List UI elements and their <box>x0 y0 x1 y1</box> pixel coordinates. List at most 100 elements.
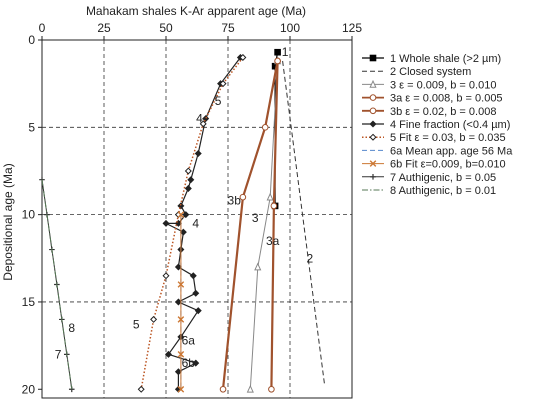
legend-label-s3: 3 ε = 0.009, b = 0.010 <box>390 79 496 91</box>
legend-label-s5: 5 Fit ε = 0.03, b = 0.035 <box>390 132 506 144</box>
data-point-s5 <box>184 167 192 175</box>
data-point-s3b <box>274 57 281 65</box>
series-s2 <box>282 60 326 386</box>
series-line-s3 <box>249 60 279 390</box>
legend-marker-s5 <box>369 133 377 141</box>
legend-label-s6a: 6a Mean app. age 56 Ma <box>390 145 513 157</box>
data-point-s4 <box>202 115 210 123</box>
x-axis-title: Mahakam shales K-Ar apparent age (Ma) <box>86 4 306 18</box>
x-tick-label: 100 <box>280 21 300 35</box>
annotation-label: 5 <box>133 318 140 332</box>
series-s4 <box>162 53 244 393</box>
data-point-s4 <box>194 150 202 158</box>
annotation-label: 2 <box>306 251 313 265</box>
data-point-s4 <box>194 307 202 315</box>
legend-label-s8: 8 Authigenic, b = 0.01 <box>390 185 496 197</box>
data-point-s4 <box>189 272 197 280</box>
data-point-s5 <box>137 385 145 393</box>
x-tick-label: 50 <box>159 21 173 35</box>
y-tick-label: 10 <box>22 208 36 222</box>
legend-label-s2: 2 Closed system <box>390 66 471 78</box>
legend-entry-s1: 1 Whole shale (>2 µm) <box>362 53 501 65</box>
data-point-s6b <box>177 211 185 218</box>
y-tick-label: 20 <box>22 382 36 396</box>
legend-marker-s1 <box>369 54 377 62</box>
legend-marker-s7 <box>370 174 376 180</box>
data-point-s5 <box>199 120 207 128</box>
series-line-s2 <box>282 60 326 386</box>
series-s3b <box>219 57 281 393</box>
legend-marker-s3a <box>369 94 377 101</box>
data-point-s4 <box>177 202 185 210</box>
y-axis-title: Depositional age (Ma) <box>1 163 15 280</box>
annotation-label: 4 <box>192 216 199 230</box>
annotation-label: 6a <box>182 333 196 347</box>
plot-frame <box>41 39 353 399</box>
y-tick-label: 0 <box>28 33 35 47</box>
data-point-s4 <box>164 350 172 358</box>
data-point-s3b <box>219 385 227 393</box>
data-point-s4 <box>187 176 195 184</box>
data-point-s4 <box>184 184 192 192</box>
legend-entry-s6a: 6a Mean app. age 56 Ma <box>362 145 513 157</box>
annotation-label: 1 <box>282 45 289 59</box>
legend-entry-s2: 2 Closed system <box>362 66 471 78</box>
annotation-label: 3b <box>228 194 242 208</box>
series-s6b <box>177 211 185 393</box>
data-point-s6b <box>177 316 185 323</box>
legend-label-s3b: 3b ε = 0.02, b = 0.008 <box>390 106 496 118</box>
x-tick-label: 25 <box>97 21 111 35</box>
data-point-s3 <box>254 262 262 271</box>
data-point-s6b <box>177 281 185 288</box>
y-tick-label: 15 <box>22 295 36 309</box>
legend-entry-s4: 4 Fine fraction (<0.4 µm) <box>362 119 510 131</box>
legend-marker-s6b <box>369 160 377 167</box>
series-line-s8 <box>41 179 73 390</box>
annotation-label: 3a <box>266 234 280 248</box>
legend-label-s4: 4 Fine fraction (<0.4 µm) <box>390 119 510 131</box>
legend-label-s7: 7 Authigenic, b = 0.05 <box>390 172 496 184</box>
x-tick-label: 75 <box>221 21 235 35</box>
data-point-s3 <box>246 384 254 393</box>
data-point-s4 <box>192 289 200 297</box>
series-s8 <box>41 179 73 390</box>
data-point-s4 <box>174 368 182 376</box>
data-point-s4 <box>174 263 182 271</box>
data-point-s3a <box>270 202 278 210</box>
legend-label-s1: 1 Whole shale (>2 µm) <box>390 53 501 65</box>
legend-entry-s3a: 3a ε = 0.008, b = 0.005 <box>362 93 503 105</box>
legend-entry-s3b: 3b ε = 0.02, b = 0.008 <box>362 106 496 118</box>
data-point-s4 <box>162 219 170 227</box>
legend-marker-s4 <box>369 120 377 128</box>
annotation-label: 8 <box>68 321 75 335</box>
annotation-label: 4 <box>196 112 203 126</box>
legend-marker-s3 <box>369 79 377 88</box>
data-point-s5 <box>219 80 227 88</box>
data-point-s3b <box>261 124 269 131</box>
data-point-s5 <box>162 272 170 280</box>
legend-entry-s7: 7 Authigenic, b = 0.05 <box>362 172 496 184</box>
legend-entry-s8: 8 Authigenic, b = 0.01 <box>362 185 496 197</box>
y-tick-label: 5 <box>28 120 35 134</box>
data-point-s4 <box>179 228 187 236</box>
data-point-s4 <box>182 211 190 219</box>
data-point-s5 <box>239 53 247 61</box>
legend-label-s3a: 3a ε = 0.008, b = 0.005 <box>390 93 503 105</box>
data-point-s4 <box>174 298 182 306</box>
legend-marker-s3b <box>369 107 377 115</box>
legend-label-s6b: 6b Fit ε=0.009, b=0.010 <box>390 159 506 171</box>
legend-entry-s3: 3 ε = 0.009, b = 0.010 <box>362 79 496 91</box>
legend-entry-s6b: 6b Fit ε=0.009, b=0.010 <box>362 159 506 171</box>
annotation-label: 7 <box>55 347 62 361</box>
x-tick-label: 125 <box>342 21 362 35</box>
data-point-s6b <box>177 385 185 393</box>
x-tick-label: 0 <box>39 21 46 35</box>
legend-entry-s5: 5 Fit ε = 0.03, b = 0.035 <box>362 132 506 144</box>
series-line-s4 <box>165 57 241 390</box>
annotation-label: 6b <box>182 356 196 370</box>
data-point-s3 <box>266 192 274 201</box>
data-point-s3b <box>239 193 247 201</box>
